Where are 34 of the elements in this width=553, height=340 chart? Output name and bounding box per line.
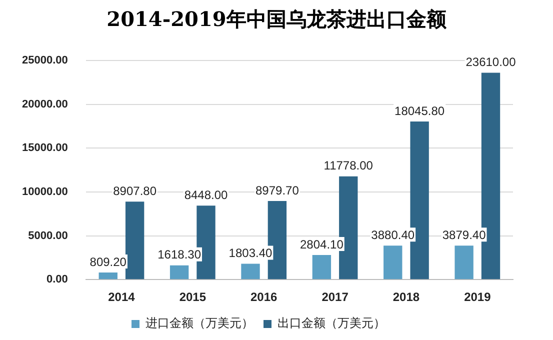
bar	[98, 272, 118, 280]
x-tick-label: 2017	[322, 290, 349, 304]
data-label: 809.20	[90, 254, 127, 269]
legend-label: 出口金额（万美元）	[278, 316, 386, 330]
x-tick-label: 2016	[250, 290, 278, 304]
y-tick-label: 10000.00	[22, 186, 68, 198]
data-label: 8448.00	[184, 188, 228, 202]
bar	[312, 255, 332, 280]
y-tick-label: 15000.00	[22, 142, 68, 154]
x-tick-label: 2014	[108, 290, 136, 304]
data-label: 1803.40	[228, 246, 273, 260]
bar	[125, 202, 144, 280]
data-label: 11778.00	[324, 158, 374, 173]
data-label: 3880.40	[371, 228, 415, 242]
y-tick-label: 0.00	[46, 274, 68, 286]
bar	[454, 246, 474, 280]
data-label: 23610.00	[466, 55, 516, 70]
y-tick-label: 25000.00	[22, 54, 68, 67]
legend-label: 进口金额（万美元）	[146, 316, 254, 330]
y-tick-label: 5000.00	[28, 230, 68, 242]
bar	[384, 246, 402, 280]
bar	[170, 265, 189, 280]
bar	[241, 264, 260, 280]
data-label: 8979.70	[256, 183, 300, 198]
data-label: 18045.80	[394, 104, 445, 118]
data-label: 8907.80	[113, 184, 157, 198]
data-label: 1618.30	[158, 248, 202, 262]
x-tick-label: 2018	[392, 290, 420, 304]
data-label: 3879.40	[442, 228, 486, 242]
y-tick-label: 20000.00	[22, 98, 68, 110]
data-label: 2804.10	[300, 237, 344, 252]
x-tick-label: 2019	[464, 290, 492, 304]
x-tick-label: 2015	[179, 290, 206, 304]
chart-title: 2014-2019年中国乌龙茶进出口金额	[106, 6, 448, 33]
